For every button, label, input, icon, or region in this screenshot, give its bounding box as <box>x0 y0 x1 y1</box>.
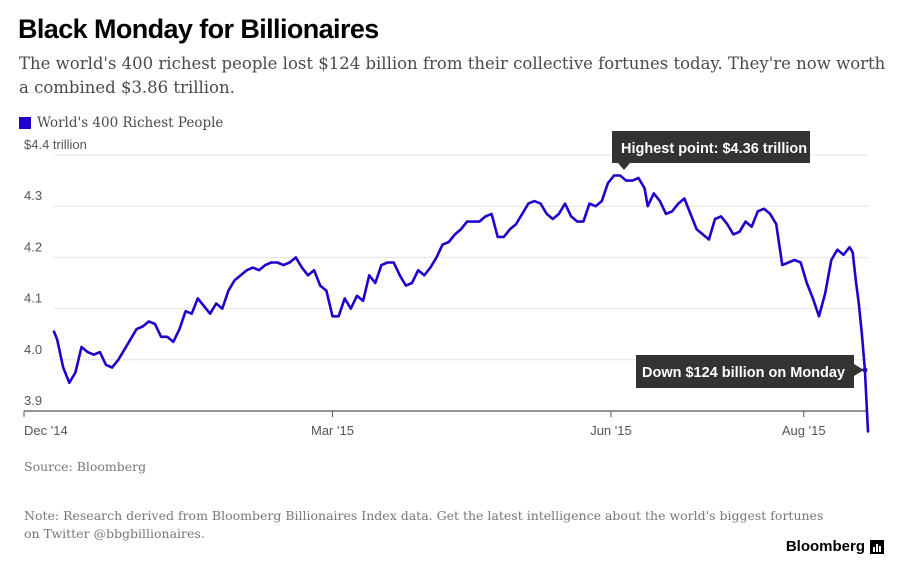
x-tick-label: Jun '15 <box>590 423 632 438</box>
annotation-box-monday <box>636 355 854 388</box>
brand-name: Bloomberg <box>785 538 865 555</box>
y-tick-label: 3.9 <box>24 393 42 408</box>
bar-chart-icon <box>870 539 884 554</box>
source-note: Source: Bloomberg <box>24 459 147 474</box>
chart-subtitle: The world's 400 richest people lost $124… <box>19 54 886 97</box>
annotation-text-highest: Highest point: $4.36 trillion <box>621 141 807 157</box>
annotation-box-highest <box>612 131 811 163</box>
series-line <box>52 174 870 433</box>
annotation-pointer-highest <box>618 163 631 170</box>
legend-swatch <box>19 117 31 129</box>
x-tick-label: Mar '15 <box>311 423 354 438</box>
bloomberg-logo: Bloomberg <box>786 538 884 555</box>
y-tick-label: 4.1 <box>24 291 42 306</box>
legend-label: World's 400 Richest People <box>37 115 224 131</box>
y-tick-label: 4.0 <box>24 342 42 357</box>
x-tick-label: Aug '15 <box>782 423 826 438</box>
y-tick-label: 4.3 <box>24 188 42 203</box>
chart-title: Black Monday for Billionaires <box>18 14 379 44</box>
y-tick-label: $4.4 trillion <box>24 137 87 152</box>
annotation-point-monday <box>862 367 868 373</box>
y-tick-label: 4.2 <box>24 239 42 254</box>
chart-legend: World's 400 Richest People <box>19 115 223 131</box>
annotation-text-monday: Down $124 billion on Monday <box>642 365 845 381</box>
footnote: Note: Research derived from Bloomberg Bi… <box>24 508 824 541</box>
x-tick-label: Dec '14 <box>24 423 68 438</box>
annotation-pointer-monday <box>854 364 864 377</box>
